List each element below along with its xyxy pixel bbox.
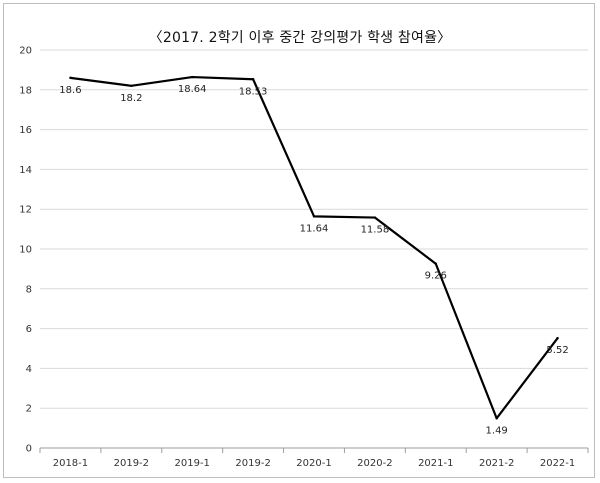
x-tick-label: 2019-2 (114, 458, 149, 469)
y-tick-label: 8 (26, 284, 32, 295)
data-point (251, 78, 255, 81)
data-label: 11.58 (361, 225, 390, 236)
y-tick-label: 16 (19, 125, 32, 136)
y-tick-label: 10 (19, 245, 32, 256)
x-tick-label: 2021-1 (418, 458, 453, 469)
data-point (495, 417, 498, 420)
y-tick-label: 6 (26, 324, 32, 335)
x-tick-label: 2022-1 (540, 458, 575, 469)
y-tick-label: 18 (19, 85, 32, 96)
x-tick-label: 2021-2 (479, 458, 514, 469)
data-point (556, 336, 559, 340)
series-line (69, 75, 559, 420)
chart-title: 〈2017. 2학기 이후 중간 강의평가 학생 참여율〉 (148, 30, 452, 46)
data-point (312, 215, 316, 218)
data-point (434, 262, 437, 265)
x-tick-label: 2020-1 (296, 458, 331, 469)
x-tick-label: 2019-1 (175, 458, 210, 469)
y-tick-label: 14 (19, 165, 32, 176)
data-label: 5.52 (546, 345, 568, 356)
data-point (191, 75, 194, 79)
data-label: 9.26 (425, 271, 447, 282)
data-label: 18.64 (178, 84, 207, 95)
data-point (69, 76, 72, 80)
y-tick-label: 0 (26, 444, 32, 455)
x-tick-label: 2018-1 (53, 458, 88, 469)
data-label: 18.2 (120, 93, 142, 104)
data-label: 18.6 (59, 85, 81, 96)
data-label: 11.64 (300, 223, 329, 234)
y-tick-label: 4 (26, 364, 32, 375)
data-point (130, 84, 133, 88)
x-tick-label: 2020-2 (357, 458, 392, 469)
data-label: 18.53 (239, 86, 268, 97)
x-tick-label: 2019-2 (235, 458, 270, 469)
y-tick-label: 20 (19, 46, 32, 57)
y-tick-label: 12 (19, 205, 32, 216)
y-tick-label: 2 (26, 404, 32, 415)
data-label: 1.49 (486, 425, 508, 436)
data-point (373, 216, 377, 219)
